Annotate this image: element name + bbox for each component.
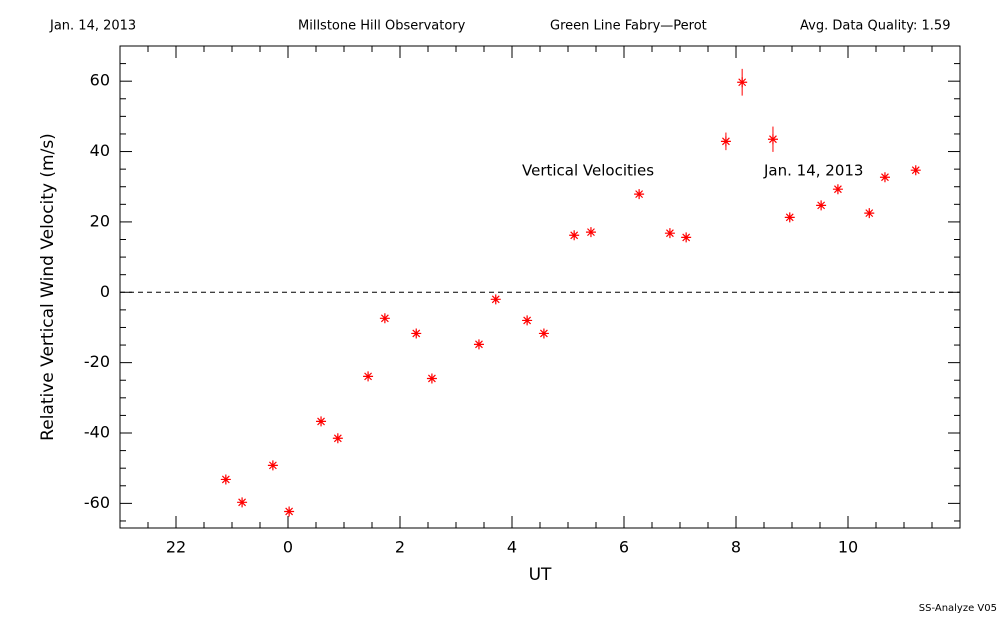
point <box>220 474 231 485</box>
point <box>237 497 248 508</box>
point <box>284 506 295 517</box>
footer: SS-Analyze V05 <box>919 603 997 614</box>
x-tick-label: 2 <box>395 538 405 557</box>
x-tick-label: 4 <box>507 538 517 557</box>
point <box>426 373 437 384</box>
point <box>569 230 580 241</box>
point <box>379 313 390 324</box>
point <box>585 227 596 238</box>
point <box>363 371 374 382</box>
y-axis-label: Relative Vertical Wind Velocity (m/s) <box>38 133 58 441</box>
x-tick-label: 8 <box>731 538 741 557</box>
y-tick-label: 0 <box>100 282 110 301</box>
y-tick-label: -40 <box>84 423 110 442</box>
point <box>411 328 422 339</box>
point <box>910 165 921 176</box>
y-tick-label: -60 <box>84 493 110 512</box>
point <box>267 460 278 471</box>
point <box>473 339 484 350</box>
x-tick-label: 10 <box>838 538 858 557</box>
header-quality: Avg. Data Quality: 1.59 <box>800 19 950 34</box>
header-instrument: Green Line Fabry—Perot <box>550 19 707 34</box>
point <box>737 77 748 88</box>
point <box>681 232 692 243</box>
point <box>784 212 795 223</box>
annotation: Vertical Velocities <box>522 162 654 180</box>
point <box>816 200 827 211</box>
header-date: Jan. 14, 2013 <box>49 19 136 34</box>
point <box>879 172 890 183</box>
point <box>864 208 875 219</box>
y-tick-label: -20 <box>84 352 110 371</box>
point <box>332 433 343 444</box>
plot-frame <box>119 45 961 529</box>
point <box>316 416 327 427</box>
point <box>634 189 645 200</box>
x-tick-label: 0 <box>283 538 293 557</box>
point <box>664 228 675 239</box>
x-tick-label: 22 <box>166 538 186 557</box>
x-tick-label: 6 <box>619 538 629 557</box>
point <box>522 315 533 326</box>
y-tick-label: 20 <box>90 211 110 230</box>
header-site: Millstone Hill Observatory <box>298 19 466 34</box>
y-tick-label: 60 <box>90 71 110 90</box>
point <box>832 184 843 195</box>
point <box>720 136 731 147</box>
point <box>538 328 549 339</box>
x-axis-label: UT <box>529 565 552 585</box>
annotation: Jan. 14, 2013 <box>763 162 863 180</box>
point <box>767 134 778 145</box>
y-tick-label: 40 <box>90 141 110 160</box>
point <box>490 294 501 305</box>
